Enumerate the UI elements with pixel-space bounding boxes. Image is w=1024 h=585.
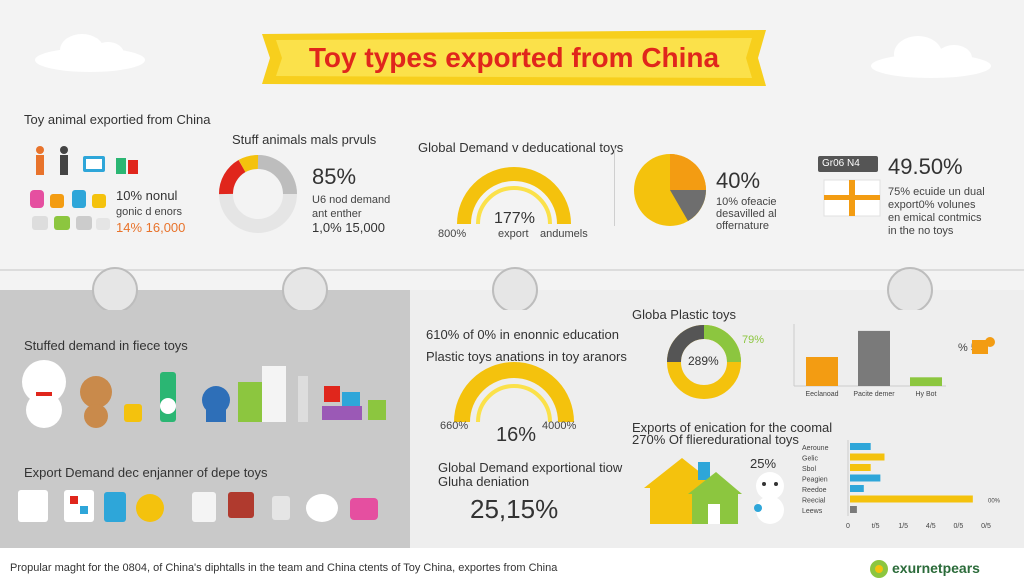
hbar-bar-6 (850, 506, 857, 513)
puzzle-piece-icon (972, 337, 995, 354)
donut-center-label: 289% (688, 354, 719, 368)
gauge-right-label: 4000% (542, 420, 577, 432)
panel5-line1: 75% ecuide un dual (888, 186, 985, 198)
gauge-left-label: 660% (440, 420, 469, 432)
cloud-right-icon (871, 36, 991, 78)
hbar-bar-0 (850, 443, 871, 450)
bear-toy-icon (754, 472, 784, 524)
panel4-line1: 10% ofeacie (716, 196, 777, 208)
house-label: 25% (750, 456, 777, 471)
panel2-big: 85% (312, 164, 357, 189)
panel1-line1: 10% nonul (116, 188, 178, 203)
bottom-right-line1: Exports of enication for the coomal (632, 420, 833, 435)
bottom-middle-line4: Gluha deniation (438, 474, 530, 489)
hbar-bar-2 (850, 464, 871, 471)
gauge-center-label: 16% (496, 424, 537, 446)
hbar-tick-3: 4/5 (926, 523, 936, 530)
panel5-badge: Gr06 N4 (818, 156, 878, 172)
panel2-donut (218, 155, 297, 233)
vbar-category-label-0: Eeclanoad (805, 391, 838, 398)
panel5-big: 49.50% (888, 154, 963, 179)
panel1-line3: 14% 16,000 (116, 220, 186, 235)
panel5-line3: en emical contmics (888, 212, 982, 224)
panel3-gauge (457, 167, 571, 225)
brand-name: exurnetpears (892, 560, 980, 576)
hbar-tick-0: 0 (846, 523, 850, 530)
footer-bar (0, 548, 1024, 585)
hbar-bar-1 (850, 453, 885, 461)
brand-logo-icon (870, 560, 888, 578)
panel3-center: 177% (494, 210, 535, 227)
hbar-category-label-6: Leews (802, 508, 823, 515)
bottom-right-line2: 270% Of flieredurational toys (632, 432, 799, 447)
horizontal-bar-chart: Aeroune Gelic Sbol Peagien Reedoe Reecial Leew… (802, 440, 1000, 530)
panel3-right: export (498, 228, 529, 240)
hbar-tick-4: 0/5 (954, 523, 964, 530)
bottom-middle-big: 25,15% (470, 494, 559, 524)
bottom-middle-line3: Global Demand exportional tiow (438, 460, 623, 475)
bottom-left-heading1: Stuffed demand in fiece toys (24, 338, 188, 353)
vbar-bar-0 (806, 357, 838, 386)
vertical-bar-chart: Eeclanoad Pacite demer Hy Bot (793, 324, 946, 398)
panel2-heading: Stuff animals mals prvuls (232, 132, 377, 147)
bottom-middle-gauge (454, 362, 574, 423)
panel3-heading: Global Demand v deducational toys (418, 140, 624, 155)
toy-row-icon (18, 490, 378, 522)
panel4-pie (634, 154, 706, 226)
vbar-category-label-1: Pacite demer (853, 391, 895, 398)
panel2-line1: U6 nod demand (312, 194, 391, 206)
hbar-tick-5: 0/5 (981, 523, 991, 530)
toy-figures-icon (30, 146, 138, 230)
hbar-value-label: 00% (988, 499, 1000, 505)
vbar-bar-2 (910, 377, 942, 386)
panel5-line2: export0% volunes (888, 199, 976, 211)
panel2-line3: 1,0% 15,000 (312, 220, 386, 235)
hbar-category-label-5: Reecial (802, 498, 826, 505)
bottom-right-heading: Globa Plastic toys (632, 307, 737, 322)
panel4-line3: offernature (716, 220, 770, 232)
hbar-category-label-1: Gelic (802, 456, 818, 463)
footer-text: Propular maght for the 0804, of China's … (10, 562, 558, 574)
vbar-bar-1 (858, 330, 890, 386)
panel3-right2: andumels (540, 228, 588, 240)
hbar-tick-2: 1/5 (898, 523, 908, 530)
hbar-bar-5 (850, 495, 973, 503)
panel2-line2: ant enther (312, 208, 362, 220)
page-title: Toy types exported from China (308, 42, 720, 73)
hbar-category-label-0: Aeroune (802, 445, 829, 452)
bottom-middle-line1: 610% of 0% in enonnic education (426, 327, 619, 342)
house-icon (644, 458, 742, 524)
donut-side-label: 79% (742, 334, 765, 346)
hbar-bar-4 (850, 485, 864, 492)
panel1-line2: gonic d enors (116, 206, 183, 218)
panel4-big: 40% (716, 168, 761, 193)
panel5-badge-text: Gr06 N4 (822, 158, 860, 169)
toy-shelf-icon (22, 360, 386, 428)
bottom-middle-line2: Plastic toys anations in toy aranors (426, 349, 627, 364)
divider (614, 146, 615, 226)
bottom-right-donut (667, 325, 741, 399)
title-banner: Toy types exported from China (262, 30, 766, 86)
hbar-category-label-2: Sbol (802, 466, 816, 473)
hbar-category-label-3: Peagien (802, 477, 828, 484)
cloud-left-icon (35, 34, 145, 72)
timeline-connectors (0, 267, 1024, 310)
panel1-heading: Toy animal exportied from China (24, 112, 211, 127)
panel5-line4: in the no toys (888, 225, 954, 237)
hbar-bar-3 (850, 474, 881, 482)
panel4-line2: desavilled al (716, 208, 777, 220)
bottom-left-heading2: Export Demand dec enjanner of depe toys (24, 465, 268, 480)
panel3-left: 800% (438, 228, 467, 240)
vbar-category-label-2: Hy Bot (915, 391, 936, 398)
hbar-tick-1: t/5 (872, 523, 880, 530)
hbar-category-label-4: Reedoe (802, 487, 827, 494)
gift-box-icon (823, 179, 881, 217)
